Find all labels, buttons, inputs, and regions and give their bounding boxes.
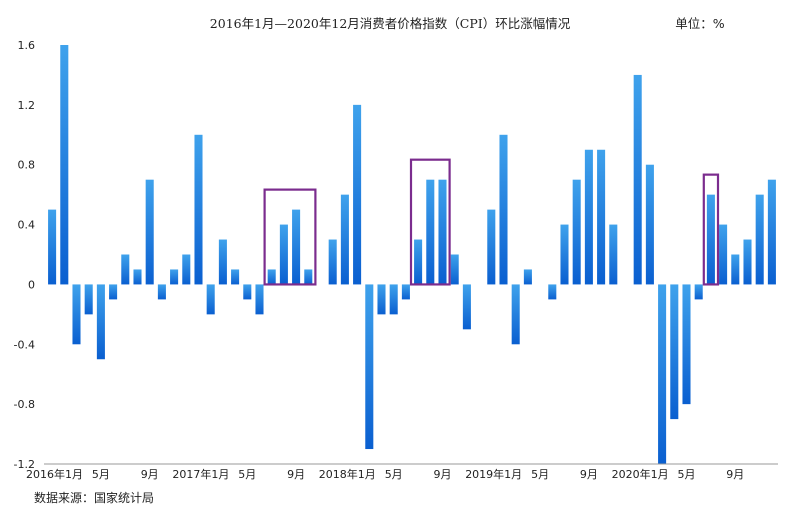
bar-2019-10 bbox=[597, 149, 606, 285]
bar-2016-08 bbox=[133, 269, 142, 285]
bar-2019-09 bbox=[584, 149, 593, 285]
bar-2016-03 bbox=[72, 284, 81, 345]
y-tick-label: -0.4 bbox=[14, 338, 35, 351]
bar-2017-12 bbox=[328, 239, 337, 285]
x-tick-label: 2019年1月 bbox=[465, 467, 522, 481]
bar-2018-02 bbox=[353, 104, 362, 285]
x-tick-label: 9月 bbox=[287, 468, 305, 481]
bar-2018-11 bbox=[462, 284, 471, 330]
bar-2018-01 bbox=[340, 194, 349, 285]
bar-2018-07 bbox=[414, 239, 423, 285]
bar-2017-07 bbox=[267, 269, 276, 285]
bar-2020-05 bbox=[682, 284, 691, 405]
bar-2016-05 bbox=[96, 284, 105, 360]
bar-2016-06 bbox=[109, 284, 118, 300]
x-tick-label: 9月 bbox=[141, 468, 159, 481]
bar-2016-02 bbox=[60, 45, 69, 285]
bar-2016-04 bbox=[84, 284, 93, 315]
x-tick-label: 5月 bbox=[385, 468, 403, 481]
bar-2019-11 bbox=[609, 224, 618, 285]
chart-unit: 单位：% bbox=[675, 16, 725, 31]
bar-2017-03 bbox=[218, 239, 227, 285]
x-axis: 2016年1月 5月 9月 2017年1月 5月 9月 2018年1月 5月 9月 2019年1月… bbox=[26, 467, 744, 481]
bar-2020-09 bbox=[731, 254, 740, 285]
bar-2019-06 bbox=[548, 284, 557, 300]
x-tick-label: 9月 bbox=[580, 468, 598, 481]
bar-2020-08 bbox=[719, 224, 728, 285]
bar-2017-02 bbox=[206, 284, 215, 315]
bar-2018-05 bbox=[389, 284, 398, 315]
y-tick-label: 1.6 bbox=[18, 39, 36, 52]
bar-2017-04 bbox=[231, 269, 240, 285]
bar-2017-10 bbox=[304, 269, 313, 285]
y-tick-label: 0.4 bbox=[18, 219, 36, 232]
y-tick-label: 0 bbox=[28, 278, 35, 291]
x-tick-label: 2017年1月 bbox=[172, 467, 229, 481]
bar-2018-09 bbox=[438, 179, 447, 285]
bar-2017-05 bbox=[243, 284, 252, 300]
bar-2016-07 bbox=[121, 254, 130, 285]
bar-2020-12 bbox=[767, 179, 776, 285]
bar-2016-11 bbox=[170, 269, 179, 285]
bar-2018-04 bbox=[377, 284, 386, 315]
bar-2019-03 bbox=[511, 284, 520, 345]
bar-2020-06 bbox=[694, 284, 703, 300]
x-tick-label: 2020年1月 bbox=[612, 467, 669, 481]
bar-2018-08 bbox=[426, 179, 435, 285]
bar-2017-01 bbox=[194, 134, 203, 285]
y-tick-label: 0.8 bbox=[18, 159, 36, 172]
chart-title: 2016年1月—2020年12月消费者价格指数（CPI）环比涨幅情况 bbox=[210, 16, 571, 31]
bar-2018-10 bbox=[450, 254, 459, 285]
y-tick-label: -1.2 bbox=[14, 458, 35, 471]
y-tick-label: 1.2 bbox=[18, 99, 36, 112]
bar-2016-01 bbox=[48, 209, 57, 285]
highlight-box-1 bbox=[263, 188, 317, 286]
bar-2019-08 bbox=[572, 179, 581, 285]
data-source-note: 数据来源：国家统计局 bbox=[34, 491, 155, 505]
bar-2019-04 bbox=[523, 269, 532, 285]
bar-2020-01 bbox=[633, 74, 642, 285]
x-tick-label: 9月 bbox=[726, 468, 744, 481]
bar-2016-10 bbox=[157, 284, 166, 300]
x-tick-label: 5月 bbox=[92, 468, 110, 481]
highlight-boxes bbox=[263, 158, 720, 286]
y-axis: 1.6 1.2 0.8 0.4 0 -0.4 -0.8 -1.2 bbox=[14, 39, 35, 471]
bar-2020-10 bbox=[743, 239, 752, 285]
bar-2019-01 bbox=[487, 209, 496, 285]
bar-2017-06 bbox=[255, 284, 264, 315]
bar-2017-08 bbox=[279, 224, 288, 285]
bar-2018-03 bbox=[365, 284, 374, 450]
bar-2019-02 bbox=[499, 134, 508, 285]
bar-2020-11 bbox=[755, 194, 764, 285]
bar-2016-09 bbox=[145, 179, 154, 285]
bar-2020-04 bbox=[670, 284, 679, 420]
highlight-box-2 bbox=[409, 158, 451, 286]
bar-2019-07 bbox=[560, 224, 569, 285]
y-tick-label: -0.8 bbox=[14, 398, 35, 411]
bar-series bbox=[48, 45, 776, 464]
bar-2016-12 bbox=[182, 254, 191, 285]
bar-2017-09 bbox=[292, 209, 301, 285]
x-tick-label: 2018年1月 bbox=[319, 467, 376, 481]
x-tick-label: 5月 bbox=[238, 468, 256, 481]
bar-2018-06 bbox=[401, 284, 410, 300]
bar-2020-03 bbox=[658, 284, 667, 464]
x-tick-label: 5月 bbox=[531, 468, 549, 481]
highlight-box-3 bbox=[702, 173, 720, 286]
x-tick-label: 5月 bbox=[678, 468, 696, 481]
x-tick-label: 2016年1月 bbox=[26, 467, 83, 481]
bar-2020-07 bbox=[706, 194, 715, 285]
bar-2020-02 bbox=[645, 164, 654, 285]
x-tick-label: 9月 bbox=[434, 468, 452, 481]
